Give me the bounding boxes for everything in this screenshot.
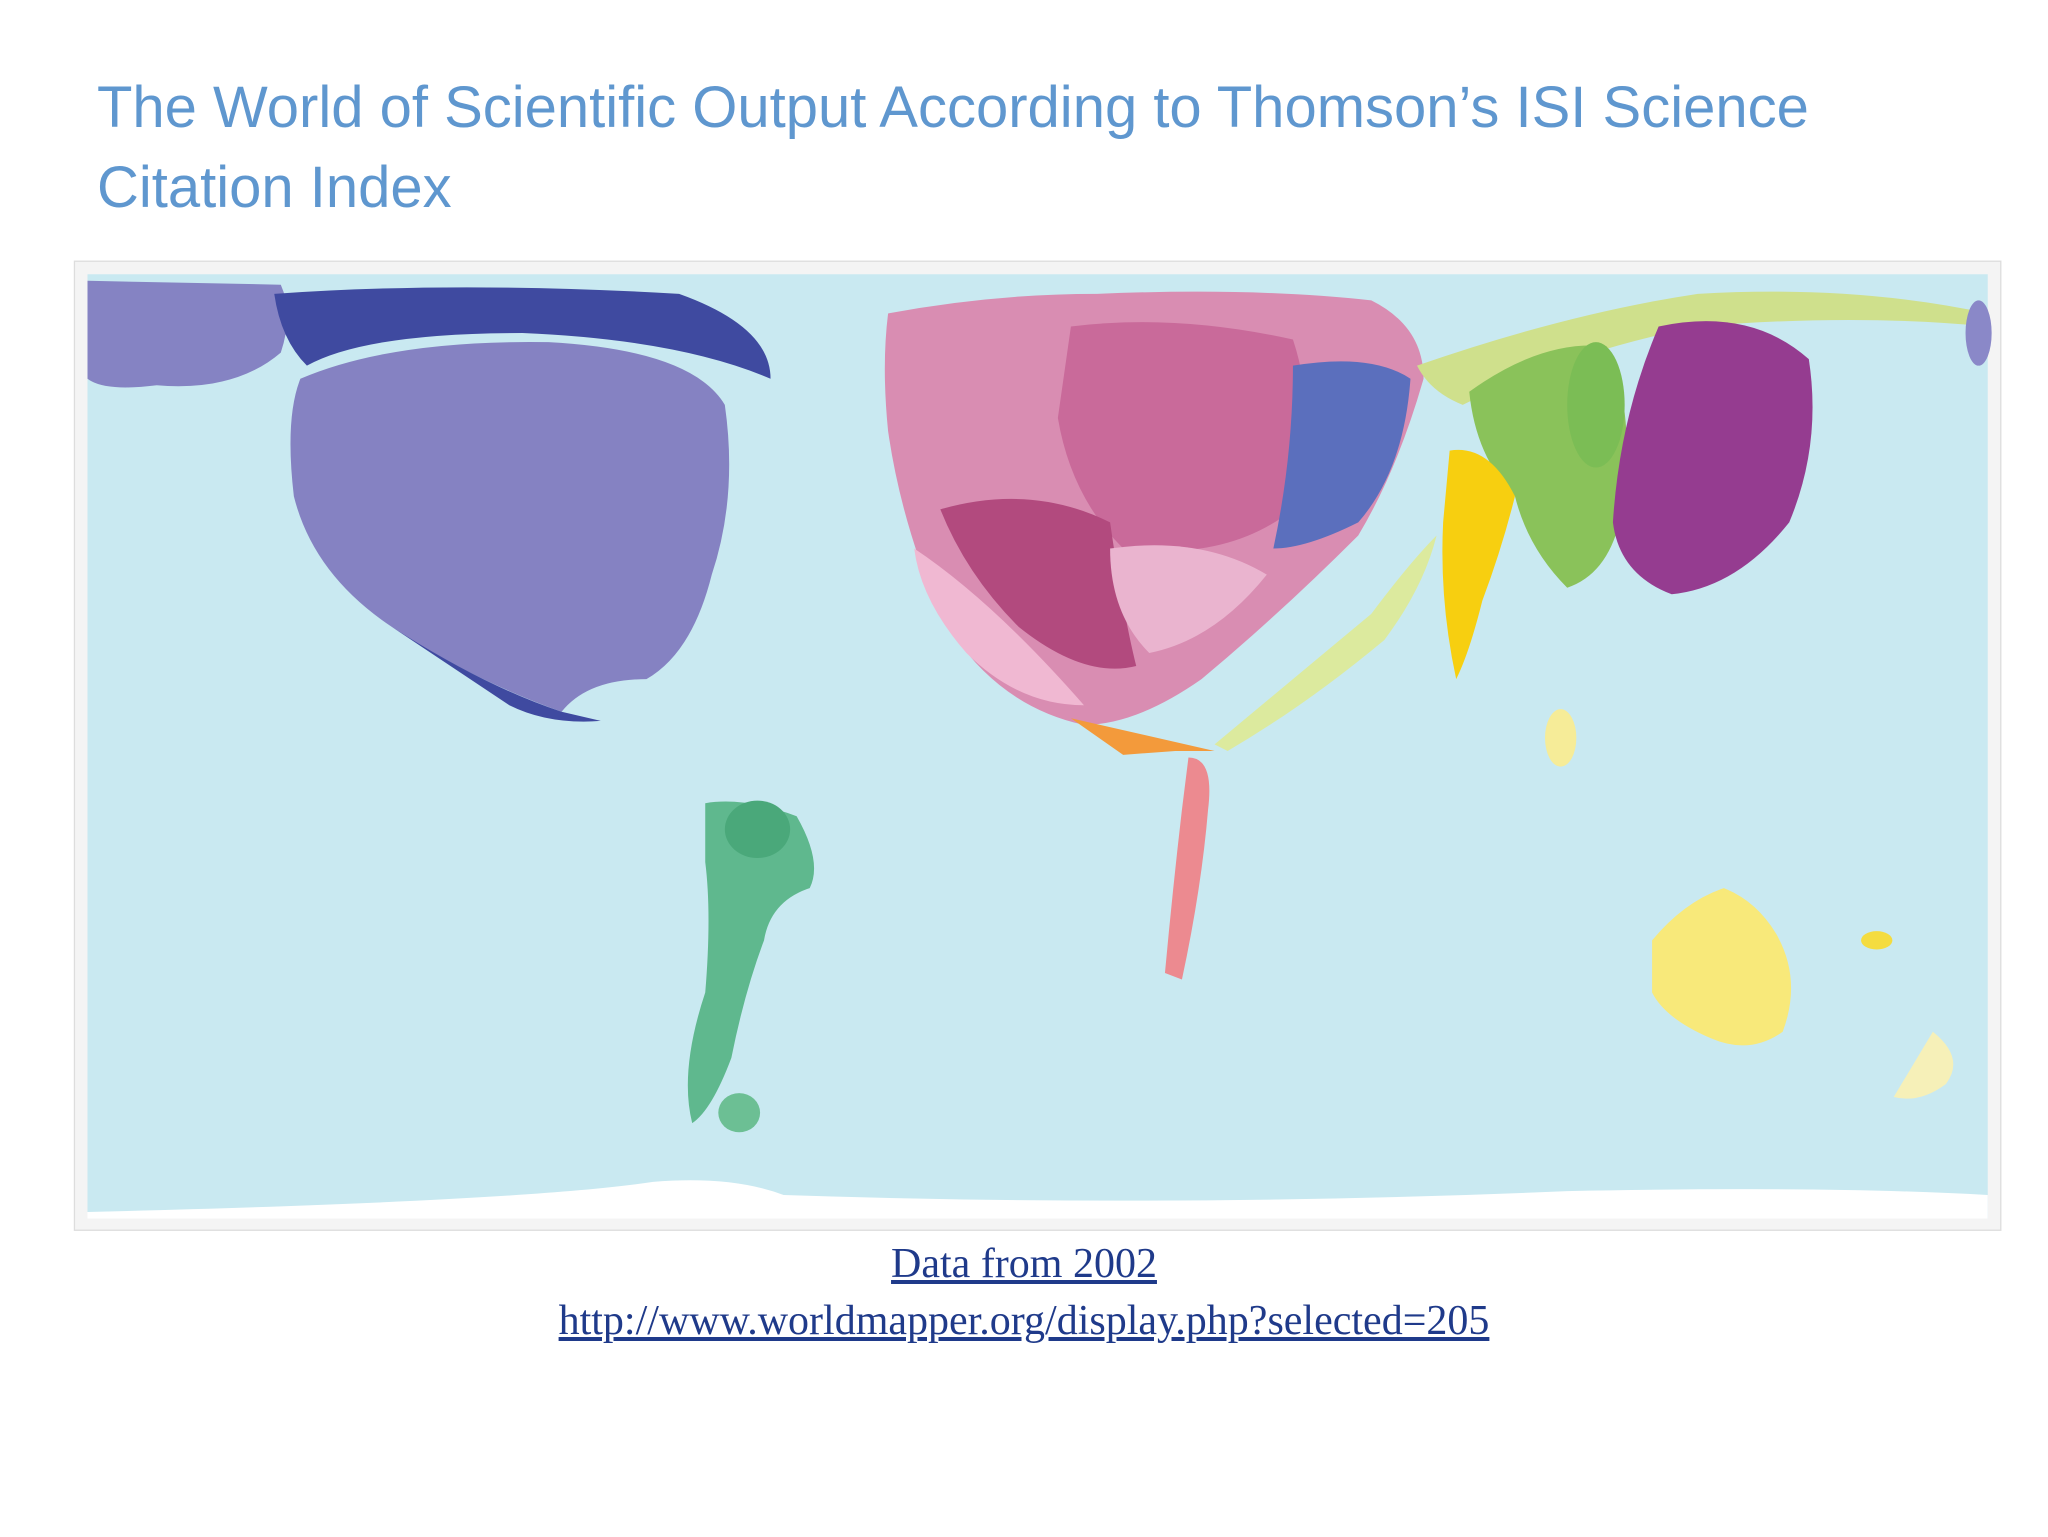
cartogram-map <box>73 260 2002 1231</box>
slide-title: The World of Scientific Output According… <box>97 75 1809 220</box>
link-text[interactable]: http://www.worldmapper.org/display.php?s… <box>558 1298 1490 1344</box>
source-year-link[interactable]: Data from 2002 <box>0 1240 2048 1288</box>
link-text[interactable]: Data from 2002 <box>891 1241 1157 1287</box>
source-url-link[interactable]: http://www.worldmapper.org/display.php?s… <box>0 1297 2048 1345</box>
